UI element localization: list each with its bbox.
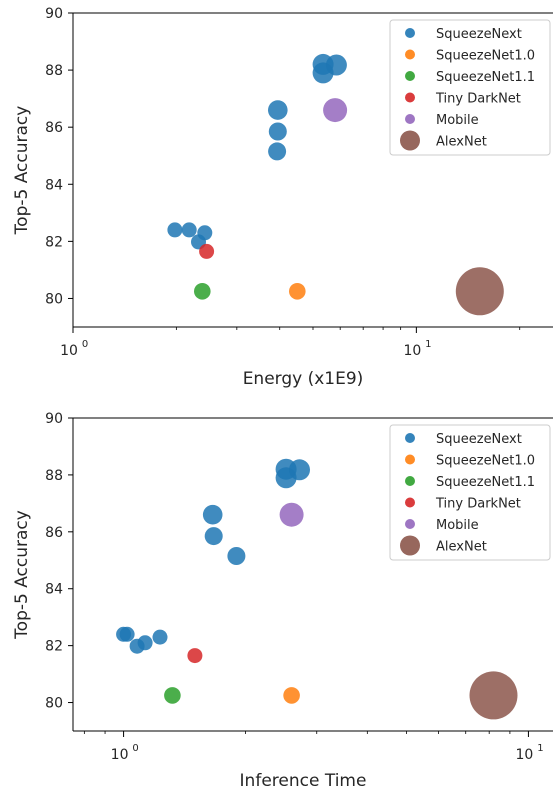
point-mobile-0 — [279, 502, 304, 527]
legend-label: SqueezeNext — [436, 432, 522, 447]
legend-marker — [400, 535, 420, 556]
y-tick-label: 80 — [45, 291, 63, 307]
point-tiny-darknet-0 — [187, 648, 203, 664]
chart-0: 80 82 84 86 88 90 10 0 10 1 Energy (x1E9) Top-5 Acc… — [12, 6, 553, 389]
x-tick-label: 10 — [60, 343, 78, 359]
legend-label: Mobile — [436, 113, 479, 128]
point-squeezenet1-0-0 — [289, 283, 306, 300]
point-squeezenet1-0-0 — [283, 687, 300, 704]
y-tick-label: 90 — [45, 6, 63, 22]
legend-marker — [405, 28, 415, 38]
legend-label: AlexNet — [436, 540, 487, 555]
y-tick-label: 84 — [45, 582, 63, 598]
point-squeezenext-3 — [197, 225, 213, 241]
point-squeezenext-6 — [268, 142, 287, 161]
y-tick-label: 86 — [45, 525, 63, 541]
x-tick-label: 10 — [516, 747, 534, 763]
point-squeezenext-10 — [289, 459, 310, 481]
x-axis-title: Energy (x1E9) — [243, 369, 364, 389]
legend-marker — [405, 454, 415, 465]
x-tick-exponent: 1 — [537, 743, 543, 754]
y-tick-label: 90 — [45, 411, 63, 427]
y-axis-title: Top-5 Accuracy — [12, 106, 32, 236]
y-axis-title: Top-5 Accuracy — [12, 510, 32, 640]
legend-marker — [405, 519, 415, 529]
y-tick-label: 82 — [45, 234, 63, 250]
point-alexnet-0 — [455, 267, 504, 316]
legend-label: Tiny DarkNet — [435, 497, 521, 512]
y-tick-label: 88 — [45, 468, 63, 484]
legend-marker — [405, 433, 415, 443]
point-alexnet-0 — [469, 671, 518, 720]
legend-box — [389, 424, 551, 561]
legend: SqueezeNext SqueezeNet1.0 SqueezeNet1.1 Tin… — [389, 424, 551, 561]
point-tiny-darknet-0 — [199, 243, 215, 259]
y-tick-label: 84 — [45, 177, 63, 193]
legend-marker — [405, 92, 415, 103]
x-tick-label: 10 — [111, 747, 129, 763]
y-tick-label: 86 — [45, 120, 63, 136]
point-squeezenext-1 — [119, 626, 135, 642]
point-squeezenet1-1-0 — [194, 283, 211, 300]
x-axis-title: Inference Time — [240, 771, 367, 791]
point-squeezenext-5 — [268, 122, 287, 141]
legend-label: AlexNet — [436, 135, 487, 150]
point-squeezenext-5 — [202, 504, 223, 525]
point-squeezenext-9 — [325, 54, 347, 76]
legend-box — [389, 19, 551, 156]
point-squeezenet1-1-0 — [164, 687, 181, 704]
legend-marker — [405, 114, 415, 124]
x-tick-exponent: 1 — [425, 339, 431, 350]
y-tick-label: 82 — [45, 639, 63, 655]
x-tick-label: 10 — [403, 343, 421, 359]
legend-marker — [405, 49, 415, 60]
point-squeezenext-7 — [227, 547, 246, 565]
legend-marker — [405, 476, 415, 486]
x-tick-exponent: 0 — [82, 339, 88, 350]
point-squeezenext-4 — [152, 629, 168, 645]
y-tick-label: 80 — [45, 696, 63, 712]
legend-marker — [400, 130, 420, 151]
point-squeezenext-1 — [181, 222, 197, 238]
legend-marker — [405, 71, 415, 81]
x-tick-exponent: 0 — [132, 743, 138, 754]
legend-label: SqueezeNet1.0 — [436, 49, 535, 64]
legend-label: SqueezeNet1.1 — [436, 475, 535, 490]
legend: SqueezeNext SqueezeNet1.0 SqueezeNet1.1 Tin… — [389, 19, 551, 156]
legend-marker — [405, 497, 415, 508]
legend-label: SqueezeNext — [436, 27, 522, 42]
legend-label: Tiny DarkNet — [435, 92, 521, 107]
legend-label: Mobile — [436, 518, 479, 533]
point-squeezenext-6 — [204, 527, 223, 546]
legend-label: SqueezeNet1.0 — [436, 454, 535, 469]
point-mobile-0 — [323, 98, 348, 123]
point-squeezenext-4 — [268, 100, 288, 120]
point-squeezenext-3 — [137, 635, 153, 651]
y-tick-label: 88 — [45, 63, 63, 79]
point-squeezenext-0 — [167, 222, 183, 238]
legend-label: SqueezeNet1.1 — [436, 70, 535, 85]
